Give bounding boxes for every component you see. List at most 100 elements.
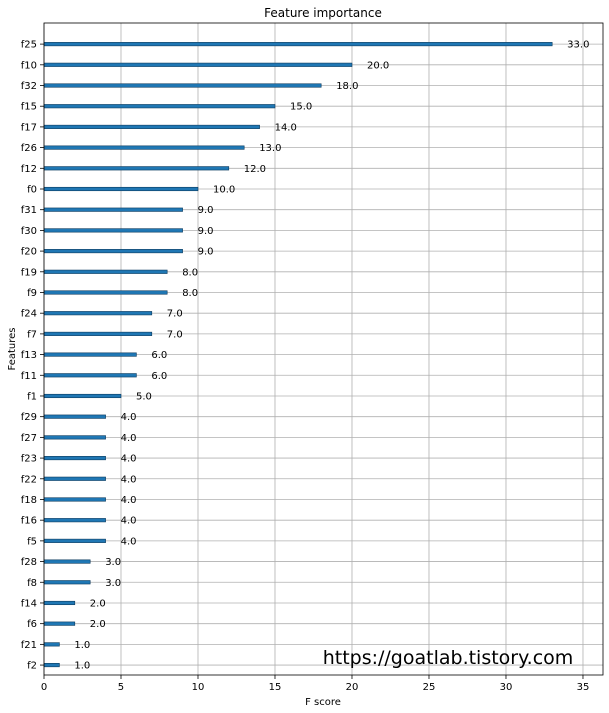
x-tick-label: 10	[192, 682, 205, 693]
bar-f13	[43, 352, 137, 357]
y-tick-label-f27: f27	[21, 433, 37, 444]
bar-f31	[43, 207, 183, 212]
y-tick-label-f18: f18	[21, 495, 37, 506]
value-label-f18: 4.0	[121, 495, 137, 506]
bar-f18	[43, 497, 106, 502]
chart-title: Feature importance	[264, 6, 382, 20]
bar-f26	[43, 145, 245, 150]
value-label-f11: 6.0	[151, 371, 167, 382]
bar-f30	[43, 228, 183, 233]
value-label-f29: 4.0	[121, 412, 137, 423]
bar-f6	[43, 621, 76, 626]
y-tick-label-f23: f23	[21, 454, 37, 465]
bar-f2	[43, 663, 60, 668]
y-tick-label-f32: f32	[21, 81, 37, 92]
value-label-f16: 4.0	[121, 516, 137, 527]
bar-f16	[43, 518, 106, 523]
x-tick-label: 35	[577, 682, 590, 693]
value-label-f28: 3.0	[105, 557, 121, 568]
value-label-f13: 6.0	[151, 350, 167, 361]
y-tick-label-f16: f16	[21, 516, 37, 527]
y-tick-label-f29: f29	[21, 412, 37, 423]
y-tick-label-f30: f30	[21, 226, 37, 237]
y-tick-label-f19: f19	[21, 267, 37, 278]
y-tick-label-f2: f2	[27, 661, 37, 672]
bar-f29	[43, 414, 106, 419]
y-tick-label-f10: f10	[21, 60, 37, 71]
bar-f11	[43, 373, 137, 378]
value-label-f32: 18.0	[336, 81, 358, 92]
bar-f5	[43, 538, 106, 543]
bar-f22	[43, 476, 106, 481]
bar-f27	[43, 435, 106, 440]
labels-layer: 0 5 10 15 20 25 30 35 f25 33.0 f10 20.0 f32 18.0 f15 15…	[21, 40, 590, 693]
x-tick-label: 0	[41, 682, 47, 693]
value-label-f31: 9.0	[198, 205, 214, 216]
bar-f12	[43, 166, 230, 171]
y-tick-label-f13: f13	[21, 350, 37, 361]
y-tick-label-f14: f14	[21, 598, 37, 609]
bar-f9	[43, 290, 168, 295]
value-label-f25: 33.0	[567, 40, 589, 51]
bar-f24	[43, 311, 153, 316]
x-tick-label: 5	[118, 682, 124, 693]
y-tick-label-f12: f12	[21, 164, 37, 175]
plot-frame	[43, 22, 604, 676]
value-label-f19: 8.0	[182, 267, 198, 278]
value-label-f8: 3.0	[105, 578, 121, 589]
x-tick-label: 30	[500, 682, 513, 693]
bar-f23	[43, 456, 106, 461]
bar-f8	[43, 580, 91, 585]
value-label-f17: 14.0	[275, 122, 297, 133]
grid-layer	[43, 23, 603, 675]
value-label-f15: 15.0	[290, 102, 312, 113]
bar-f0	[43, 186, 199, 192]
bar-f21	[43, 642, 60, 647]
value-label-f10: 20.0	[367, 60, 389, 71]
value-label-f5: 4.0	[121, 536, 137, 547]
y-tick-label-f11: f11	[21, 371, 37, 382]
y-tick-label-f21: f21	[21, 640, 37, 651]
value-label-f14: 2.0	[90, 598, 106, 609]
y-tick-label-f31: f31	[21, 205, 37, 216]
value-label-f2: 1.0	[74, 661, 90, 672]
bar-f1	[43, 393, 122, 399]
y-tick-label-f6: f6	[27, 619, 37, 630]
y-tick-label-f17: f17	[21, 122, 37, 133]
y-tick-label-f15: f15	[21, 102, 37, 113]
bar-f28	[43, 559, 91, 564]
y-tick-label-f22: f22	[21, 474, 37, 485]
y-tick-label-f0: f0	[27, 185, 37, 196]
bar-f10	[43, 62, 353, 67]
value-label-f20: 9.0	[198, 247, 214, 258]
bar-f25	[43, 42, 553, 47]
x-tick-label: 15	[269, 682, 282, 693]
y-tick-label-f7: f7	[27, 329, 37, 340]
x-tick-label: 20	[346, 682, 359, 693]
bar-f17	[43, 124, 260, 129]
y-tick-label-f28: f28	[21, 557, 37, 568]
value-label-f24: 7.0	[167, 309, 183, 320]
y-tick-label-f8: f8	[27, 578, 37, 589]
bar-f20	[43, 249, 183, 254]
x-axis-label: F score	[305, 697, 341, 708]
y-tick-label-f25: f25	[21, 40, 37, 51]
value-label-f1: 5.0	[136, 391, 152, 402]
value-label-f22: 4.0	[121, 474, 137, 485]
bar-f32	[43, 83, 322, 88]
y-tick-label-f5: f5	[27, 536, 37, 547]
value-label-f27: 4.0	[121, 433, 137, 444]
axes-layer	[40, 22, 604, 679]
y-tick-label-f9: f9	[27, 288, 37, 299]
value-label-f21: 1.0	[74, 640, 90, 651]
value-label-f26: 13.0	[259, 143, 281, 154]
watermark-text: https://goatlab.tistory.com	[323, 647, 574, 669]
y-axis-label: Features	[7, 328, 18, 371]
y-tick-label-f26: f26	[21, 143, 37, 154]
value-label-f30: 9.0	[198, 226, 214, 237]
bar-f7	[43, 331, 153, 336]
value-label-f0: 10.0	[213, 185, 235, 196]
value-label-f9: 8.0	[182, 288, 198, 299]
bar-f19	[43, 269, 168, 274]
